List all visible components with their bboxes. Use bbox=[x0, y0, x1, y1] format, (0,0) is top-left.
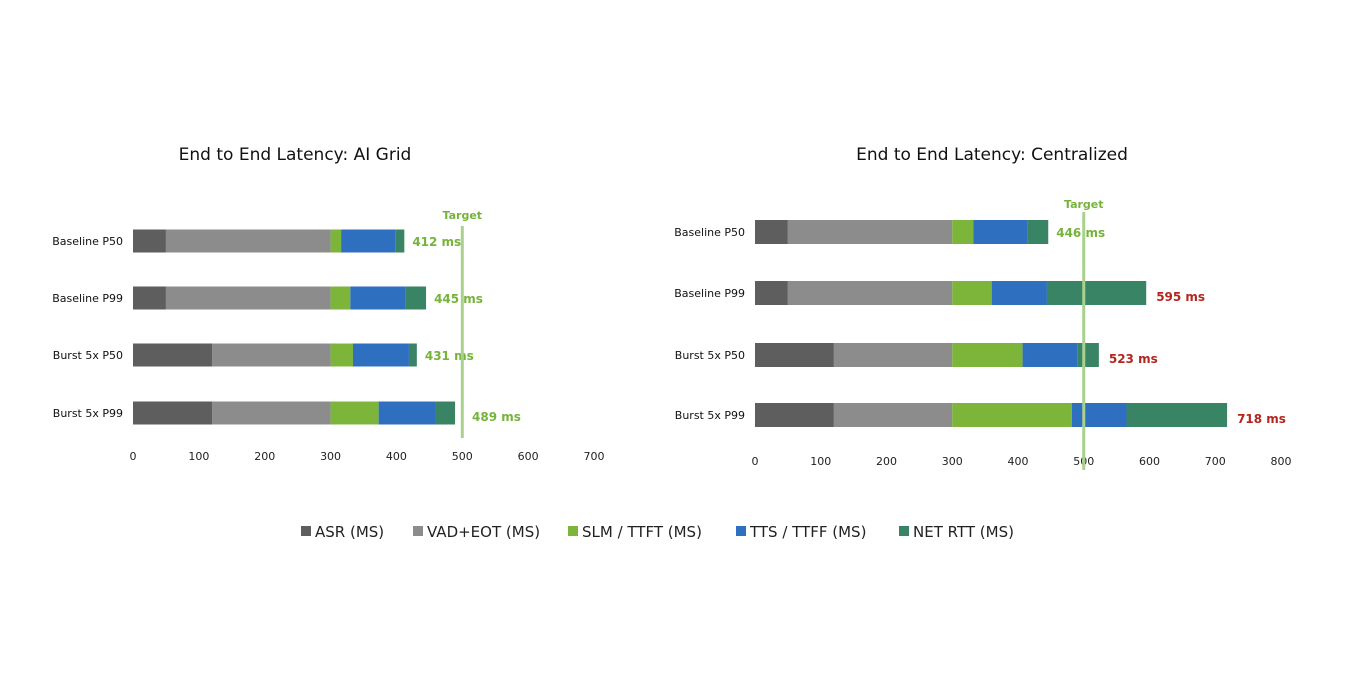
bar-segment-asr bbox=[133, 286, 166, 310]
bar-segment-tts bbox=[352, 343, 409, 367]
bar-segment-vadeot bbox=[787, 220, 953, 244]
bar-segment-net bbox=[1027, 220, 1049, 244]
legend-swatch bbox=[413, 526, 423, 536]
x-tick-label: 0 bbox=[752, 455, 759, 468]
bar-segment-tts bbox=[973, 220, 1028, 244]
bar-segment-vadeot bbox=[833, 403, 953, 427]
category-label: Baseline P99 bbox=[52, 292, 123, 305]
total-label: 489 ms bbox=[472, 410, 521, 424]
chart-title: End to End Latency: AI Grid bbox=[179, 145, 412, 165]
x-tick-label: 300 bbox=[942, 455, 963, 468]
target-label: Target bbox=[1064, 198, 1104, 211]
bar-segment-tts bbox=[350, 286, 406, 310]
bar-segment-asr bbox=[755, 220, 788, 244]
legend-item: ASR (MS) bbox=[315, 523, 384, 541]
total-label: 445 ms bbox=[434, 292, 483, 306]
bar-segment-net bbox=[1046, 281, 1147, 305]
x-tick-label: 700 bbox=[1205, 455, 1226, 468]
total-label: 595 ms bbox=[1156, 290, 1205, 304]
category-label: Burst 5x P50 bbox=[53, 349, 123, 362]
total-label: 446 ms bbox=[1056, 226, 1105, 240]
bar-segment-slm bbox=[952, 281, 992, 305]
category-label: Burst 5x P50 bbox=[675, 349, 745, 362]
chart-title: End to End Latency: Centralized bbox=[856, 145, 1128, 165]
x-tick-label: 400 bbox=[1008, 455, 1029, 468]
x-tick-label: 400 bbox=[386, 450, 407, 463]
x-tick-label: 700 bbox=[584, 450, 605, 463]
x-tick-label: 0 bbox=[130, 450, 137, 463]
category-label: Burst 5x P99 bbox=[675, 409, 745, 422]
total-label: 523 ms bbox=[1109, 352, 1158, 366]
total-label: 431 ms bbox=[425, 349, 474, 363]
bar-segment-tts bbox=[1071, 403, 1127, 427]
bar-segment-slm bbox=[952, 403, 1072, 427]
bar-segment-tts bbox=[1022, 343, 1078, 367]
bar-segment-net bbox=[395, 229, 405, 253]
bar-segment-tts bbox=[991, 281, 1047, 305]
bar-segment-tts bbox=[378, 401, 436, 425]
bar-segment-asr bbox=[755, 343, 834, 367]
legend-swatch bbox=[736, 526, 746, 536]
bar-segment-vadeot bbox=[165, 229, 331, 253]
bar-segment-vadeot bbox=[212, 343, 331, 367]
total-label: 718 ms bbox=[1237, 412, 1286, 426]
bar-segment-slm bbox=[330, 286, 351, 310]
x-tick-label: 200 bbox=[254, 450, 275, 463]
bar-segment-asr bbox=[133, 401, 213, 425]
x-tick-label: 500 bbox=[452, 450, 473, 463]
legend-swatch bbox=[568, 526, 578, 536]
bar-segment-net bbox=[1077, 343, 1099, 367]
bar-segment-slm bbox=[330, 401, 379, 425]
legend-item: VAD+EOT (MS) bbox=[427, 523, 540, 541]
legend-swatch bbox=[899, 526, 909, 536]
target-label: Target bbox=[443, 209, 483, 222]
x-tick-label: 100 bbox=[810, 455, 831, 468]
bar-segment-net bbox=[1126, 403, 1228, 427]
bar-segment-vadeot bbox=[212, 401, 331, 425]
bar-segment-asr bbox=[133, 229, 166, 253]
bar-segment-asr bbox=[133, 343, 213, 367]
category-label: Baseline P99 bbox=[674, 287, 745, 300]
x-tick-label: 600 bbox=[1139, 455, 1160, 468]
category-label: Baseline P50 bbox=[674, 226, 745, 239]
legend-swatch bbox=[301, 526, 311, 536]
bar-segment-slm bbox=[330, 229, 342, 253]
bar-segment-vadeot bbox=[833, 343, 953, 367]
bar-segment-vadeot bbox=[165, 286, 331, 310]
total-label: 412 ms bbox=[412, 235, 461, 249]
bar-segment-asr bbox=[755, 281, 788, 305]
x-tick-label: 200 bbox=[876, 455, 897, 468]
bar-segment-vadeot bbox=[787, 281, 953, 305]
legend-item: SLM / TTFT (MS) bbox=[582, 523, 702, 541]
bar-segment-tts bbox=[341, 229, 396, 253]
x-tick-label: 600 bbox=[518, 450, 539, 463]
bar-segment-asr bbox=[755, 403, 834, 427]
category-label: Burst 5x P99 bbox=[53, 407, 123, 420]
legend-item: TTS / TTFF (MS) bbox=[749, 523, 866, 541]
x-tick-label: 800 bbox=[1271, 455, 1292, 468]
bar-segment-slm bbox=[952, 220, 974, 244]
legend-item: NET RTT (MS) bbox=[913, 523, 1014, 541]
bar-segment-net bbox=[408, 343, 417, 367]
x-tick-label: 100 bbox=[188, 450, 209, 463]
bar-segment-net bbox=[435, 401, 456, 425]
x-tick-label: 300 bbox=[320, 450, 341, 463]
bar-segment-slm bbox=[330, 343, 353, 367]
bar-segment-net bbox=[405, 286, 427, 310]
category-label: Baseline P50 bbox=[52, 235, 123, 248]
bar-segment-slm bbox=[952, 343, 1023, 367]
